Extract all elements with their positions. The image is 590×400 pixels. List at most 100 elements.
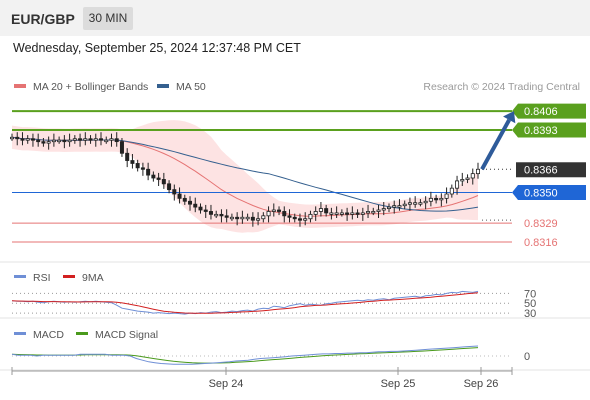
candle [41,141,46,144]
candle [439,197,444,201]
chart-datetime: Wednesday, September 25, 2024 12:37:48 P… [13,41,301,55]
candle [203,209,208,212]
resistance-level-tag [512,122,586,138]
resistance-level-tag [512,103,586,119]
candle [345,212,350,215]
candle [271,209,276,212]
macd-legend-swatch [14,332,26,335]
candle [277,209,282,212]
candle [329,212,334,215]
candle [62,139,67,143]
candle [172,189,177,195]
candle [214,213,219,217]
candle [88,138,93,141]
candle [130,160,135,164]
candle [282,211,287,217]
candle [366,211,371,214]
candle [167,183,172,191]
candle [303,218,308,221]
candle [397,205,402,208]
candle [20,138,25,141]
bollinger-band [12,120,478,233]
candle [67,139,72,143]
candle [229,216,234,220]
rsi-legend-label: 9MA [82,272,104,284]
candle [140,167,145,170]
current-price-value: 0.8366 [524,164,558,176]
candle [371,211,376,214]
candle [245,216,250,220]
macd-legend-swatch [76,332,88,335]
candle [235,216,240,220]
candle [308,213,313,220]
candle [224,215,229,218]
candle [146,168,151,176]
x-tick-label: Sep 26 [464,378,499,390]
macd-legend-label: MACD [33,329,64,341]
candle [15,136,20,140]
candle [266,211,271,217]
candle [72,138,77,141]
candle [51,139,56,143]
candle [151,174,156,179]
candle [193,203,198,208]
candle [355,212,360,215]
resistance-level-value: 0.8393 [524,125,558,137]
candle [256,218,261,221]
candle [381,208,386,211]
x-tick-label: Sep 24 [209,378,244,390]
current-price-tag [516,162,586,178]
candle [78,138,83,141]
support-level-value: 0.8329 [524,218,558,230]
candle [198,206,203,211]
rsi-legend-swatch [63,275,75,278]
candle [423,200,428,204]
candle [83,138,88,141]
candle [455,180,460,189]
legend-label: MA 50 [176,81,206,93]
candle [444,193,449,199]
pivot-level-tag [512,185,586,201]
candle [334,212,339,215]
candle [9,136,14,140]
top-bar: EUR/GBP 30 MIN [0,0,590,36]
watermark: Research © 2024 Trading Central [423,81,580,93]
rsi-level-value: 50 [524,298,536,310]
rsi-legend-swatch [14,275,26,278]
candle [360,212,365,215]
instrument-title: EUR/GBP [11,11,75,27]
candle [156,177,161,180]
candle [376,209,381,212]
rsi-legend-label: RSI [33,272,51,284]
candle [250,216,255,221]
candle [292,216,297,220]
legend-swatch [14,84,26,88]
candle [465,177,470,180]
rsi-level-value: 30 [524,308,536,320]
candle [30,138,35,141]
projection-arrow [480,118,511,171]
candle [324,208,329,214]
candle [413,202,418,205]
timeframe-button[interactable]: 30 MIN [83,7,133,30]
candle [402,203,407,207]
candle [313,211,318,215]
candle [407,202,412,205]
candle [339,212,344,215]
resistance-level-value: 0.8406 [524,106,558,118]
candle [57,139,62,143]
macd-level-value: 0 [524,351,530,363]
candle [287,215,292,218]
legend-label: MA 20 + Bollinger Bands [33,81,148,93]
candle [46,141,51,144]
pivot-level-value: 0.8350 [524,188,558,200]
candle [119,141,124,154]
projection-arrowhead [503,111,516,124]
candle [460,179,465,182]
candle [135,163,140,169]
candle [318,208,323,212]
support-level-value: 0.8316 [524,237,558,249]
candle [114,138,119,143]
candle [428,197,433,202]
